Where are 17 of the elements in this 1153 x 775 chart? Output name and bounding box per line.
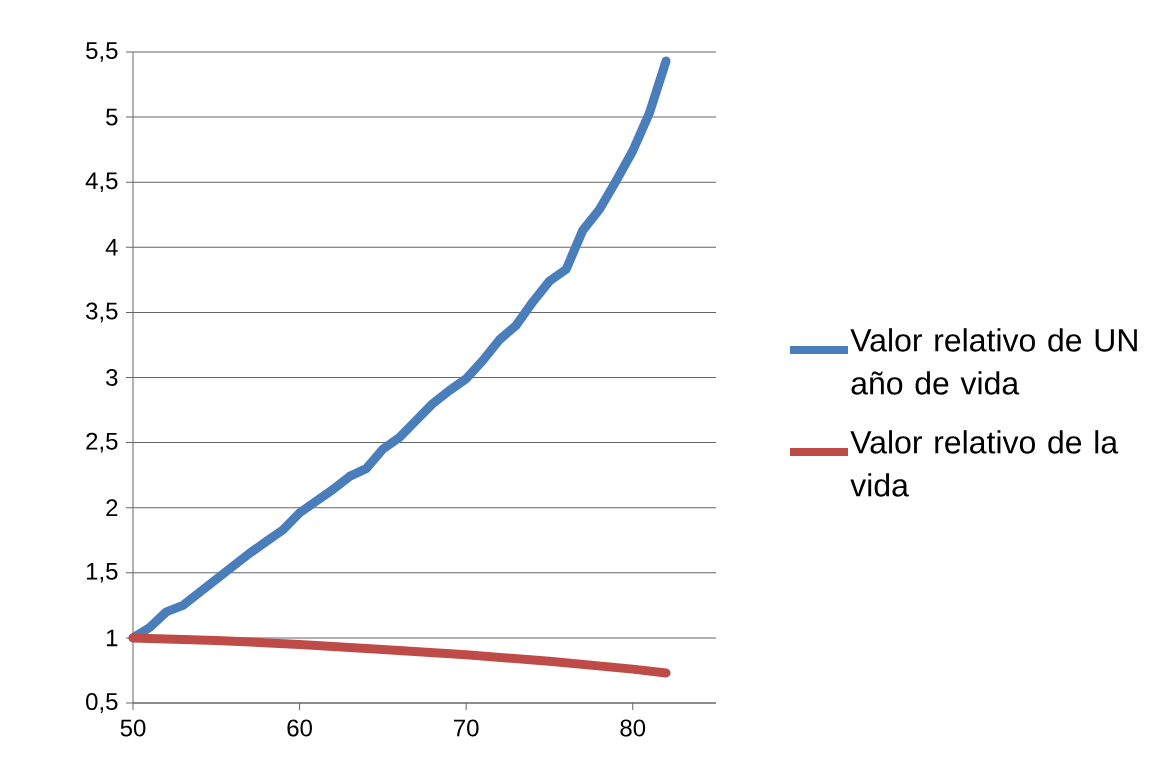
legend-label: Valor relativo de la vida: [850, 430, 1119, 497]
y-tick-label: 1: [106, 629, 118, 647]
y-tick-label: 5: [106, 108, 118, 126]
x-tick-label: 70: [454, 719, 479, 737]
y-tick-label: 4,5: [85, 172, 118, 192]
x-tick-label: 80: [620, 719, 646, 737]
y-tick-label: 5,5: [86, 42, 118, 62]
y-tick-label: 0,5: [86, 693, 118, 713]
y-tick-label: 3,5: [86, 302, 118, 323]
x-tick-label: 50: [120, 719, 146, 737]
y-tick-label: 3: [106, 369, 118, 386]
y-tick-label: 1,5: [86, 562, 118, 583]
y-tick-label: 2,5: [86, 432, 118, 453]
y-tick-label: 2: [106, 499, 118, 517]
y-tick-label: 4: [105, 239, 118, 256]
legend-label: Valor relativo de UN año de vida: [850, 328, 1137, 395]
x-tick-label: 60: [287, 719, 312, 737]
